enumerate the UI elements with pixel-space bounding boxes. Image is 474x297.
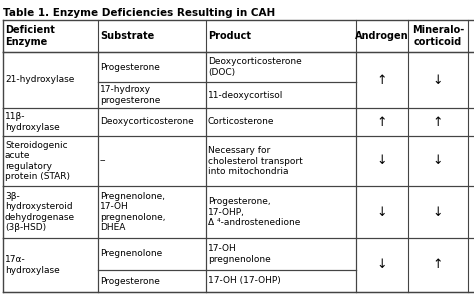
Text: 11β-
hydroxylase: 11β- hydroxylase: [5, 112, 60, 132]
Text: 17-OH
pregnenolone: 17-OH pregnenolone: [208, 244, 271, 264]
Text: Progesterone: Progesterone: [100, 277, 160, 285]
Text: 21-hydroxylase: 21-hydroxylase: [5, 75, 74, 85]
Text: ↓: ↓: [433, 154, 443, 168]
Text: Pregnenolone: Pregnenolone: [100, 249, 162, 258]
Text: ↓: ↓: [377, 258, 387, 271]
Text: Corticosterone: Corticosterone: [208, 118, 274, 127]
Text: Steroidogenic
acute
regulatory
protein (STAR): Steroidogenic acute regulatory protein (…: [5, 141, 70, 181]
Text: Progesterone,
17-OHP,
Δ ⁴-androstenedione: Progesterone, 17-OHP, Δ ⁴-androstenedion…: [208, 197, 301, 227]
Text: ↑: ↑: [377, 116, 387, 129]
Text: ↓: ↓: [377, 206, 387, 219]
Text: 17-hydroxy
progesterone: 17-hydroxy progesterone: [100, 85, 160, 105]
Text: ↑: ↑: [433, 116, 443, 129]
Text: Androgen: Androgen: [355, 31, 409, 41]
Text: 17α-
hydroxylase: 17α- hydroxylase: [5, 255, 60, 275]
Text: Mineralo-
corticoid: Mineralo- corticoid: [412, 25, 464, 47]
Text: ↑: ↑: [377, 73, 387, 86]
Text: Substrate: Substrate: [100, 31, 154, 41]
Text: Deoxycorticosterone: Deoxycorticosterone: [100, 118, 194, 127]
Text: Necessary for
cholesterol transport
into mitochondria: Necessary for cholesterol transport into…: [208, 146, 303, 176]
Text: Pregnenolone,
17-OH
pregnenolone,
DHEA: Pregnenolone, 17-OH pregnenolone, DHEA: [100, 192, 165, 232]
Text: --: --: [100, 157, 107, 165]
Text: Table 1. Enzyme Deficiencies Resulting in CAH: Table 1. Enzyme Deficiencies Resulting i…: [3, 8, 275, 18]
Text: 17-OH (17-OHP): 17-OH (17-OHP): [208, 277, 281, 285]
Text: ↑: ↑: [433, 258, 443, 271]
Text: ↓: ↓: [433, 73, 443, 86]
Text: Deoxycorticosterone
(DOC): Deoxycorticosterone (DOC): [208, 57, 302, 77]
Text: Progesterone: Progesterone: [100, 62, 160, 72]
Text: 3β-
hydroxysteroid
dehydrogenase
(3β-HSD): 3β- hydroxysteroid dehydrogenase (3β-HSD…: [5, 192, 75, 232]
Text: Product: Product: [208, 31, 251, 41]
Text: Deficient
Enzyme: Deficient Enzyme: [5, 25, 55, 47]
Text: 11-deoxycortisol: 11-deoxycortisol: [208, 91, 283, 99]
Text: ↓: ↓: [377, 154, 387, 168]
Text: ↓: ↓: [433, 206, 443, 219]
